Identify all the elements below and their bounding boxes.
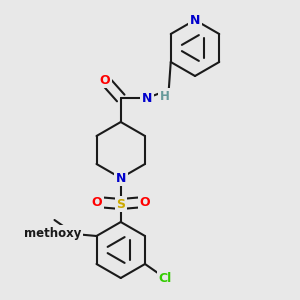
Text: S: S — [116, 197, 125, 211]
Text: Cl: Cl — [158, 272, 172, 284]
Text: O: O — [92, 196, 102, 208]
Text: H: H — [160, 89, 170, 103]
Text: O: O — [140, 196, 150, 208]
Text: N: N — [116, 172, 126, 184]
Text: O: O — [69, 227, 80, 241]
Text: N: N — [190, 14, 200, 26]
Text: O: O — [99, 74, 110, 86]
Text: methoxy: methoxy — [24, 226, 81, 239]
Text: N: N — [142, 92, 152, 104]
